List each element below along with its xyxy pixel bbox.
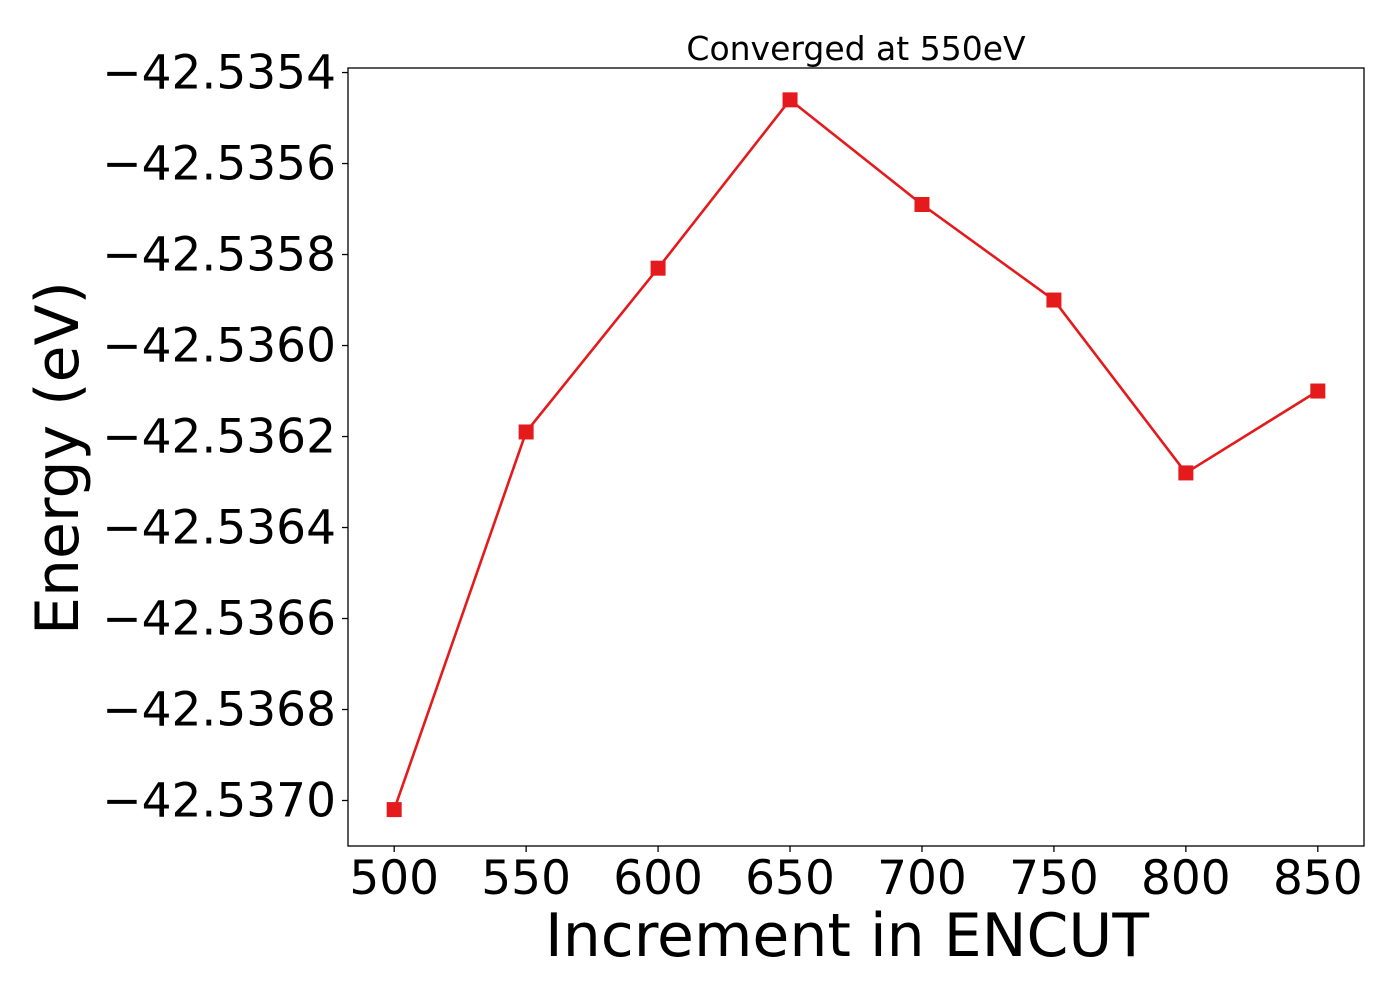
data-point <box>1178 465 1194 481</box>
y-tick-label: −42.5362 <box>102 410 336 465</box>
data-point <box>518 424 534 440</box>
x-tick-label: 500 <box>349 851 439 906</box>
plot-layer <box>386 92 1326 818</box>
x-tick-label: 700 <box>877 851 967 906</box>
data-point <box>782 92 798 108</box>
data-point <box>1310 383 1326 399</box>
data-point <box>1046 292 1062 308</box>
y-tick-label: −42.5366 <box>102 592 336 647</box>
y-tick-label: −42.5364 <box>102 501 336 556</box>
y-tick-label: −42.5354 <box>102 46 336 101</box>
plot-frame <box>347 67 1365 847</box>
x-tick-label: 650 <box>745 851 835 906</box>
chart-title: Converged at 550eV <box>686 29 1026 68</box>
x-tick-label: 800 <box>1141 851 1231 906</box>
ticks-layer: 500 550 600 650 700 750 800 850 −42.5354 −42.5356… <box>102 46 1362 906</box>
data-point <box>650 260 666 276</box>
x-tick-label: 550 <box>481 851 571 906</box>
y-tick-label: −42.5370 <box>102 774 336 829</box>
x-tick-label: 750 <box>1009 851 1099 906</box>
x-axis-label: Increment in ENCUT <box>545 901 1149 971</box>
data-point <box>914 196 930 212</box>
series-line <box>392 98 1319 811</box>
y-axis-label: Energy (eV) <box>23 281 93 635</box>
y-tick-label: −42.5360 <box>102 319 336 374</box>
y-tick-label: −42.5358 <box>102 228 336 283</box>
x-tick-label: 850 <box>1273 851 1363 906</box>
data-point <box>386 802 402 818</box>
y-tick-label: −42.5368 <box>102 683 336 738</box>
y-tick-label: −42.5356 <box>102 137 336 192</box>
x-tick-label: 600 <box>613 851 703 906</box>
